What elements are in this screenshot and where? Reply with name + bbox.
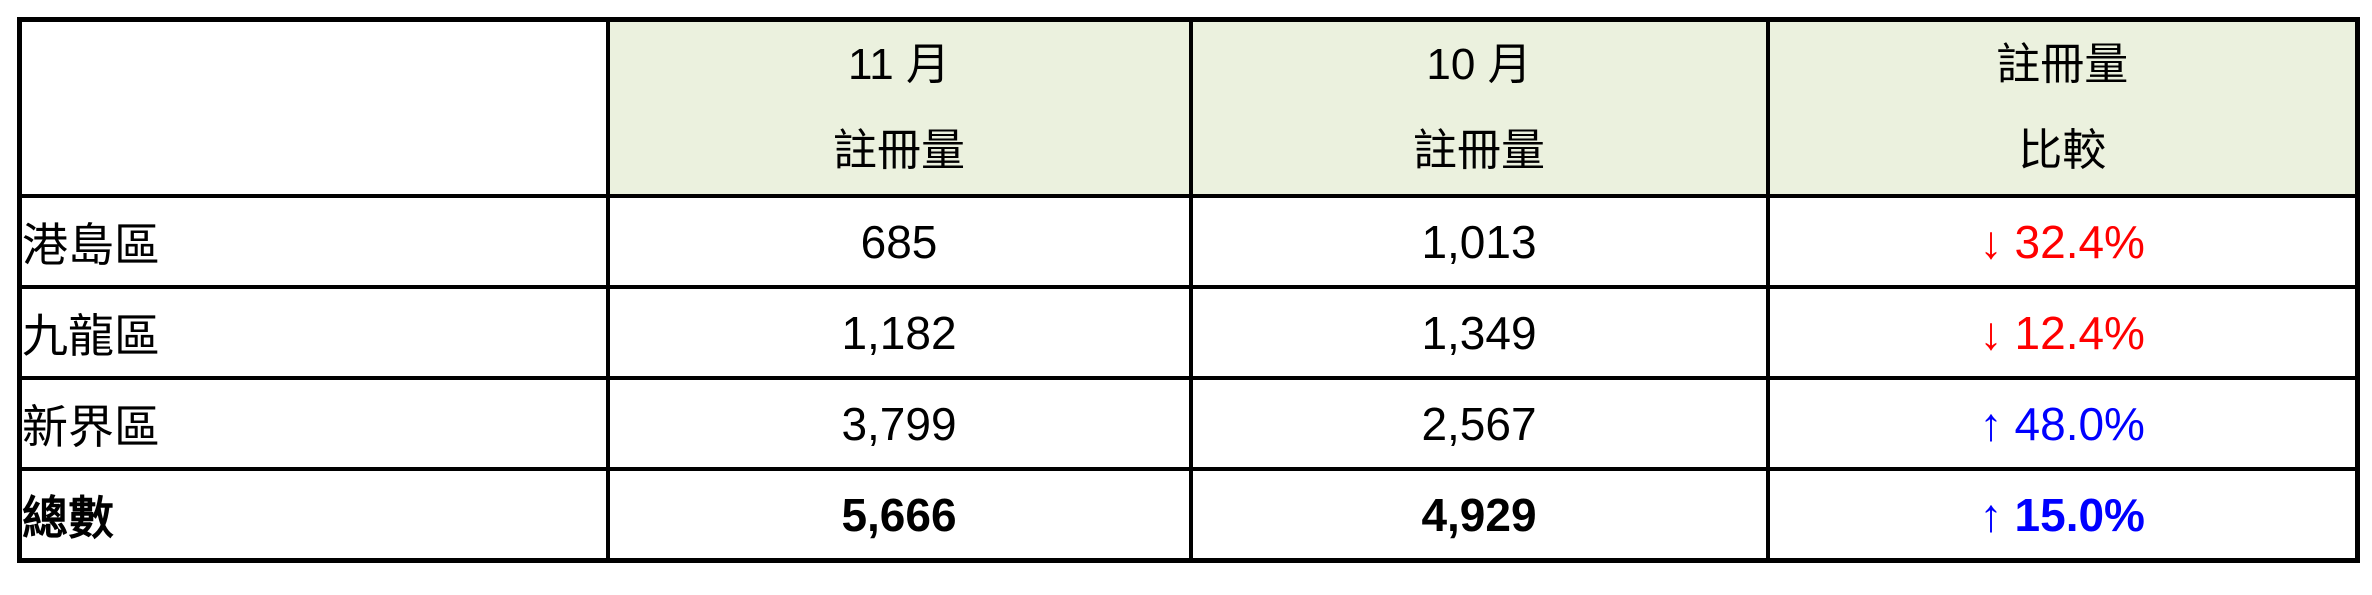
header-blank-cell xyxy=(17,17,610,198)
change-value: 15.0% xyxy=(2014,488,2145,541)
header-nov-line2: 註冊量 xyxy=(833,126,965,175)
down-arrow-icon: ↓ xyxy=(1979,215,2003,268)
oct-value-cell: 1,349 xyxy=(1188,285,1770,380)
total-row: 總數 5,666 4,929 ↑ 15.0% xyxy=(17,467,2360,563)
change-cell: ↑ 15.0% xyxy=(1765,467,2360,563)
table-row: 新界區 3,799 2,567 ↑ 48.0% xyxy=(17,376,2360,471)
change-value: 48.0% xyxy=(2014,397,2145,450)
header-oct-line1: 10 月 xyxy=(1426,40,1532,89)
oct-value-cell: 2,567 xyxy=(1188,376,1770,471)
change-cell: ↓ 32.4% xyxy=(1765,194,2360,289)
table-row: 港島區 685 1,013 ↓ 32.4% xyxy=(17,194,2360,289)
registration-table: 11 月 註冊量 10 月 註冊量 註冊量 比較 港島區 685 1,013 xyxy=(17,17,2360,563)
nov-value-cell: 3,799 xyxy=(605,376,1193,471)
up-arrow-icon: ↑ xyxy=(1979,397,2003,450)
header-comparison: 註冊量 比較 xyxy=(1765,17,2360,198)
header-row: 11 月 註冊量 10 月 註冊量 註冊量 比較 xyxy=(17,17,2360,198)
nov-value-cell: 5,666 xyxy=(605,467,1193,563)
header-oct-volume: 10 月 註冊量 xyxy=(1188,17,1770,198)
district-cell: 九龍區 xyxy=(17,285,610,380)
oct-value-cell: 4,929 xyxy=(1188,467,1770,563)
table-header: 11 月 註冊量 10 月 註冊量 註冊量 比較 xyxy=(17,17,2360,198)
change-value: 12.4% xyxy=(2014,306,2145,359)
header-nov-line1: 11 月 xyxy=(848,40,950,89)
table-row: 九龍區 1,182 1,349 ↓ 12.4% xyxy=(17,285,2360,380)
change-value: 32.4% xyxy=(2014,215,2145,268)
nov-value-cell: 1,182 xyxy=(605,285,1193,380)
header-nov-volume: 11 月 註冊量 xyxy=(605,17,1193,198)
nov-value-cell: 685 xyxy=(605,194,1193,289)
up-arrow-icon: ↑ xyxy=(1979,488,2003,541)
oct-value-cell: 1,013 xyxy=(1188,194,1770,289)
down-arrow-icon: ↓ xyxy=(1979,306,2003,359)
district-cell: 新界區 xyxy=(17,376,610,471)
change-cell: ↑ 48.0% xyxy=(1765,376,2360,471)
header-comparison-line1: 註冊量 xyxy=(1996,40,2129,89)
table-body: 港島區 685 1,013 ↓ 32.4% 九龍區 1,182 1,349 ↓ 12… xyxy=(17,194,2360,563)
header-comparison-line2: 比較 xyxy=(2018,126,2107,175)
district-cell: 港島區 xyxy=(17,194,610,289)
change-cell: ↓ 12.4% xyxy=(1765,285,2360,380)
header-oct-line2: 註冊量 xyxy=(1413,126,1545,175)
district-cell: 總數 xyxy=(17,467,610,563)
